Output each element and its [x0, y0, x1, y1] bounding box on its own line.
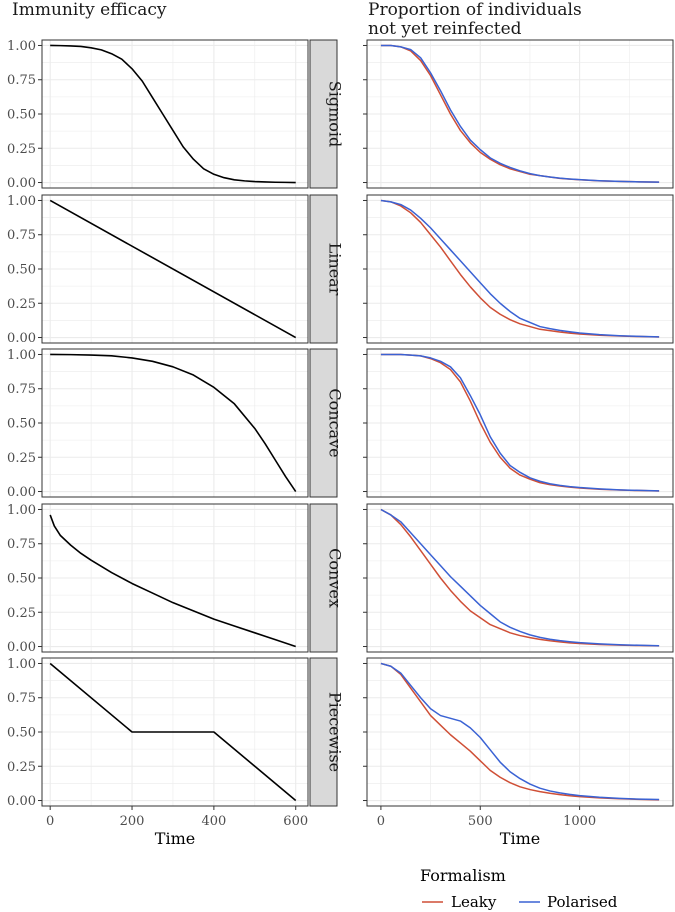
y-tick-label: 0.25 — [7, 760, 36, 775]
y-tick-label: 0.50 — [7, 108, 36, 123]
right-linear-panel-border — [366, 194, 674, 344]
y-tick-label: 1.00 — [7, 657, 36, 672]
strip-convex — [309, 503, 338, 653]
left-linear-panel-border — [41, 194, 309, 344]
legend-label-polarised: Polarised — [547, 893, 618, 911]
right-convex-panel-border — [366, 503, 674, 653]
strip-label-sigmoid: Sigmoid — [326, 81, 345, 147]
right-column-title-line2: not yet reinfected — [368, 19, 522, 39]
strip-sigmoid — [309, 39, 338, 189]
line-polarised-piecewise — [380, 662, 660, 801]
y-tick-label: 0.00 — [7, 176, 36, 191]
left-sigmoid-panel-border — [41, 39, 309, 189]
left-convex-panel-border — [41, 503, 309, 653]
y-tick-label: 0.00 — [7, 640, 36, 655]
y-tick-label: 0.00 — [7, 331, 36, 346]
y-tick-label: 0.25 — [7, 142, 36, 157]
y-tick-label: 1.00 — [7, 39, 36, 54]
y-tick-label: 1.00 — [7, 194, 36, 209]
legend: Formalism Leaky Polarised — [420, 866, 618, 911]
legend-label-leaky: Leaky — [451, 893, 497, 911]
strip-label-linear: Linear — [326, 243, 345, 296]
efficacy-line-convex — [49, 514, 296, 648]
left-x-tick-label: 0 — [46, 814, 54, 829]
left-x-tick-label: 400 — [201, 814, 226, 829]
efficacy-line-concave — [50, 353, 297, 492]
right-concave-panel-border — [366, 348, 674, 498]
y-tick-label: 0.00 — [7, 485, 36, 500]
efficacy-line-piecewise — [49, 662, 297, 802]
y-tick-label: 0.25 — [7, 297, 36, 312]
y-tick-label: 0.50 — [7, 572, 36, 587]
line-leaky-convex — [380, 508, 660, 647]
right-piecewise-panel-border — [366, 657, 674, 807]
left-piecewise-panel-border — [41, 657, 309, 807]
right-column-title-line1: Proportion of individuals — [368, 0, 582, 20]
strip-label-piecewise: Piecewise — [326, 692, 345, 772]
right-sigmoid-panel-border — [366, 39, 674, 189]
legend-title: Formalism — [420, 866, 506, 885]
strip-label-convex: Convex — [326, 548, 345, 608]
strip-concave — [309, 348, 338, 498]
strip-linear — [309, 194, 338, 344]
efficacy-line-linear — [49, 199, 297, 339]
efficacy-line-sigmoid — [50, 44, 296, 184]
right-x-axis-title: Time — [500, 829, 540, 848]
left-column-title: Immunity efficacy — [12, 0, 167, 20]
left-concave-panel-border — [41, 348, 309, 498]
y-tick-label: 0.00 — [7, 794, 36, 809]
line-polarised-linear — [380, 199, 660, 338]
line-polarised-sigmoid — [380, 44, 660, 183]
line-polarised-convex — [380, 508, 660, 647]
y-tick-label: 0.75 — [7, 691, 36, 706]
line-leaky-linear — [380, 199, 660, 338]
left-x-tick-label: 600 — [283, 814, 308, 829]
y-tick-label: 0.75 — [7, 537, 36, 552]
y-tick-label: 0.75 — [7, 228, 36, 243]
y-tick-label: 0.50 — [7, 726, 36, 741]
left-x-axis-title: Time — [155, 829, 195, 848]
line-leaky-piecewise — [380, 662, 660, 801]
y-tick-label: 0.50 — [7, 263, 36, 278]
strip-piecewise — [309, 657, 338, 807]
y-tick-label: 0.50 — [7, 417, 36, 432]
y-tick-label: 0.75 — [7, 73, 36, 88]
y-tick-label: 0.25 — [7, 606, 36, 621]
right-x-tick-label: 0 — [377, 814, 385, 829]
y-tick-label: 1.00 — [7, 503, 36, 518]
line-polarised-concave — [380, 353, 660, 492]
y-tick-label: 0.75 — [7, 382, 36, 397]
y-tick-label: 1.00 — [7, 348, 36, 363]
left-x-tick-label: 200 — [120, 814, 145, 829]
panels: 0.00 0.25 0.50 0.75 1.00 Sigmoid 0.00 0.25 0.50 0… — [7, 39, 674, 829]
strip-label-concave: Concave — [326, 388, 345, 457]
y-tick-label: 0.25 — [7, 451, 36, 466]
right-x-tick-label: 500 — [468, 814, 493, 829]
right-x-tick-label: 1000 — [563, 814, 596, 829]
